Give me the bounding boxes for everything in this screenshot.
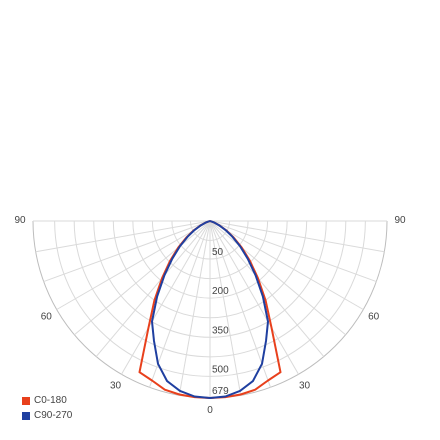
- legend-swatch-c90-270: [22, 411, 30, 420]
- grid-spoke: [148, 220, 211, 388]
- radial-tick-label: 679: [212, 386, 229, 397]
- grid-spoke: [178, 220, 211, 396]
- legend-label-c0-180: C0-180: [34, 395, 67, 406]
- grid-spoke: [35, 220, 211, 253]
- legend-swatch-c0-180: [22, 396, 30, 405]
- angle-tick-label: 90: [394, 215, 406, 226]
- grid-spoke: [209, 220, 377, 283]
- grid-spoke: [95, 220, 211, 357]
- legend-label-c90-270: C90-270: [34, 410, 73, 421]
- angle-tick-label: 60: [41, 312, 53, 323]
- angle-tick-label: 60: [368, 312, 380, 323]
- legend: C0-180 C90-270: [22, 393, 72, 423]
- grid-spoke: [209, 220, 325, 357]
- legend-item-c90-270: C90-270: [22, 408, 72, 423]
- grid-spoke: [209, 220, 272, 388]
- grid-spoke: [209, 220, 385, 253]
- angle-tick-label: 0: [207, 405, 213, 416]
- radial-tick-label: 500: [212, 364, 229, 375]
- grid-spoke: [209, 220, 299, 375]
- angle-tick-label: 30: [299, 381, 311, 392]
- polar-grid: [32, 220, 388, 399]
- grid-spoke: [74, 220, 211, 336]
- series-layer: [138, 220, 282, 399]
- grid-spoke: [209, 220, 346, 336]
- series-curve-c90-270: [151, 220, 269, 399]
- legend-item-c0-180: C0-180: [22, 393, 72, 408]
- grid-spoke: [43, 220, 211, 283]
- grid-spoke: [56, 220, 211, 310]
- grid-spoke: [121, 220, 211, 375]
- grid-spoke: [209, 220, 242, 396]
- radial-tick-label: 50: [212, 247, 224, 258]
- label-layer: 50 200 350 500 679 90 60 30 0 30 60 90: [14, 215, 406, 416]
- angle-tick-label: 90: [14, 215, 26, 226]
- angle-tick-label: 30: [110, 381, 122, 392]
- radial-tick-label: 200: [212, 286, 229, 297]
- grid-spoke: [209, 220, 364, 310]
- radial-tick-label: 350: [212, 325, 229, 336]
